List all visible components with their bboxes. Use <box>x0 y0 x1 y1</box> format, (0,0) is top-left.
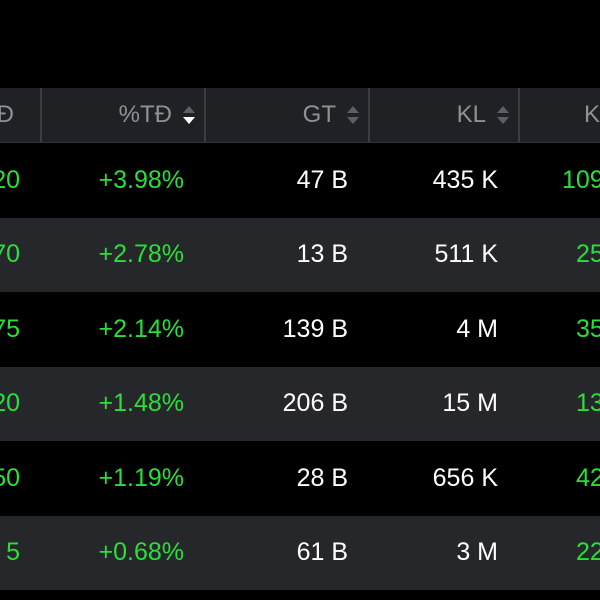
cell-change: 50 <box>0 463 20 492</box>
sort-icon[interactable] <box>496 106 510 124</box>
sort-asc-icon <box>497 106 509 113</box>
cell-percent-change: +3.98% <box>98 165 185 194</box>
cell-change: 5 <box>6 538 20 567</box>
cell-percent-change: +1.19% <box>98 463 185 492</box>
cell-change: 75 <box>0 314 20 343</box>
cell-percent-change: +0.68% <box>98 538 185 567</box>
cell-value: 28 B <box>296 463 348 492</box>
header-volume-label: KL <box>456 101 486 128</box>
cell-partial: 13 <box>576 389 600 418</box>
header-change-label: Đ <box>0 101 14 128</box>
sort-desc-icon <box>497 117 509 124</box>
cell-percent-change: +2.14% <box>98 314 185 343</box>
sort-desc-icon <box>183 117 195 124</box>
cell-volume: 4 M <box>456 314 498 343</box>
header-percent-change-label: %TĐ <box>118 101 172 128</box>
cell-volume: 3 M <box>456 538 498 567</box>
cell-partial: 35 <box>576 314 600 343</box>
cell-percent-change: +2.78% <box>98 240 185 269</box>
cell-volume: 435 K <box>432 165 498 194</box>
cell-change: 20 <box>0 165 20 194</box>
cell-partial: 22 <box>576 538 600 567</box>
header-volume[interactable]: KL <box>368 88 518 142</box>
cell-partial: 25 <box>576 240 600 269</box>
cell-percent-change: +1.48% <box>98 389 185 418</box>
cell-change: 70 <box>0 240 20 269</box>
sort-icon[interactable] <box>346 106 360 124</box>
cell-value: 206 B <box>282 389 348 418</box>
table-body: 20 +3.98% 47 B 435 K 109 70 +2.78% 13 B … <box>0 143 600 590</box>
table-row[interactable]: 5 +0.68% 61 B 3 M 22 <box>0 515 600 590</box>
cell-value: 47 B <box>296 165 348 194</box>
table-row[interactable]: 50 +1.19% 28 B 656 K 42 <box>0 441 600 516</box>
header-change[interactable]: Đ <box>0 88 40 142</box>
sort-desc-icon <box>347 117 359 124</box>
sort-asc-icon <box>183 106 195 113</box>
cell-value: 139 B <box>282 314 348 343</box>
table-row[interactable]: 20 +3.98% 47 B 435 K 109 <box>0 143 600 218</box>
table-header: Đ %TĐ GT KL K <box>0 88 600 143</box>
header-partial-label: K <box>584 101 600 128</box>
cell-value: 13 B <box>296 240 348 269</box>
stock-table: Đ %TĐ GT KL K 20 <box>0 88 600 590</box>
cell-volume: 15 M <box>442 389 498 418</box>
table-row[interactable]: 75 +2.14% 139 B 4 M 35 <box>0 292 600 367</box>
table-row[interactable]: 70 +2.78% 13 B 511 K 25 <box>0 217 600 292</box>
cell-partial: 42 <box>576 463 600 492</box>
cell-volume: 511 K <box>434 240 498 269</box>
table-row[interactable]: 20 +1.48% 206 B 15 M 13 <box>0 366 600 441</box>
cell-partial: 109 <box>562 165 600 194</box>
header-partial-column[interactable]: K <box>518 88 600 142</box>
sort-icon[interactable] <box>182 106 196 124</box>
cell-change: 20 <box>0 389 20 418</box>
header-value[interactable]: GT <box>204 88 368 142</box>
header-value-label: GT <box>302 101 336 128</box>
cell-value: 61 B <box>296 538 348 567</box>
sort-asc-icon <box>347 106 359 113</box>
header-percent-change[interactable]: %TĐ <box>40 88 204 142</box>
cell-volume: 656 K <box>432 463 498 492</box>
